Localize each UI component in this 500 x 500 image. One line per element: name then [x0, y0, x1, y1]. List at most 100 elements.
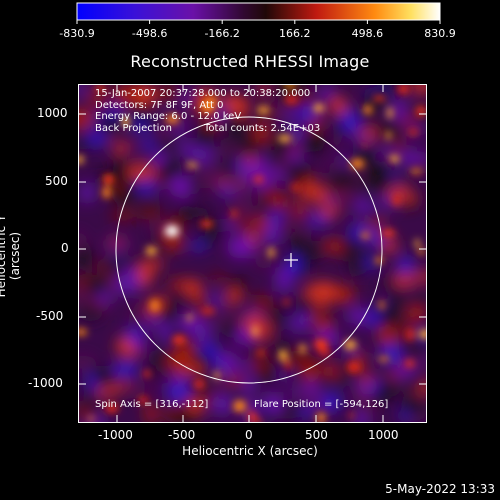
- map-texture-blob: [113, 155, 128, 178]
- rhessi-image: [78, 84, 427, 423]
- map-texture-blob: [284, 211, 303, 226]
- map-texture-blob: [213, 309, 234, 325]
- map-texture-blob: [78, 136, 93, 151]
- time-range-text: 15-Jan-2007 20:37:28.000 to 20:38:20.000: [95, 88, 311, 99]
- map-texture-blob: [254, 156, 269, 166]
- map-hotspot: [381, 229, 396, 237]
- map-texture-blob: [241, 376, 256, 395]
- image-title: Reconstructed RHESSI Image: [130, 52, 370, 71]
- map-texture-blob: [319, 84, 334, 101]
- map-texture-blob: [227, 235, 255, 259]
- map-texture-blob: [229, 169, 240, 190]
- map-texture-blob: [148, 222, 163, 237]
- map-texture-blob: [392, 367, 416, 377]
- map-texture-blob: [295, 295, 318, 315]
- map-texture-blob: [399, 119, 419, 130]
- map-texture-blob: [159, 160, 182, 182]
- map-hotspot: [349, 412, 354, 419]
- x-tick-label: -500: [168, 428, 196, 442]
- map-texture-blob: [257, 84, 269, 96]
- map-texture-blob: [224, 190, 252, 211]
- map-texture-blob: [333, 371, 351, 387]
- map-texture-blob: [364, 246, 387, 259]
- map-hotspot: [248, 411, 256, 423]
- map-texture-blob: [411, 291, 427, 308]
- map-texture-blob: [393, 274, 415, 285]
- map-texture-blob: [78, 304, 103, 322]
- map-texture-blob: [367, 308, 380, 329]
- map-texture-blob: [391, 137, 407, 154]
- map-hotspot: [103, 174, 114, 185]
- map-texture-blob: [287, 350, 313, 367]
- method-text: Back Projection: [95, 122, 172, 134]
- map-texture-blob: [113, 274, 142, 295]
- map-hotspot: [252, 325, 258, 337]
- timestamp-label: 5-May-2022 13:33: [385, 482, 495, 496]
- map-texture-blob: [210, 274, 228, 285]
- map-texture-blob: [321, 392, 342, 412]
- map-hotspot: [410, 169, 423, 174]
- total-counts-text: Total counts: 2.54E+03: [204, 122, 321, 134]
- map-hotspot: [186, 162, 199, 168]
- map-texture-blob: [351, 204, 378, 214]
- map-texture-blob: [222, 159, 235, 174]
- map-hotspot: [200, 220, 214, 228]
- colorbar-tick-label: 166.2: [279, 27, 311, 40]
- map-texture-blob: [312, 317, 333, 333]
- map-hotspot: [254, 176, 264, 183]
- map-hotspot: [393, 194, 400, 203]
- map-hotspot: [201, 308, 216, 314]
- map-texture-blob: [78, 355, 97, 370]
- map-texture-blob: [110, 210, 137, 222]
- map-texture-blob: [319, 160, 344, 170]
- map-texture-blob: [276, 340, 292, 354]
- map-texture-blob: [124, 136, 145, 159]
- map-texture-blob: [84, 388, 96, 401]
- map-hotspot: [201, 101, 215, 113]
- map-texture-blob: [311, 281, 338, 304]
- map-hotspot: [350, 158, 365, 169]
- map-hotspot: [372, 95, 387, 101]
- map-texture-blob: [341, 185, 360, 209]
- map-texture-blob: [338, 236, 362, 246]
- map-hotspot: [193, 379, 205, 389]
- colorbar-tick-label: 830.9: [424, 27, 456, 40]
- map-texture-blob: [132, 103, 149, 124]
- map-texture-blob: [92, 101, 104, 112]
- map-texture-blob: [366, 255, 377, 271]
- map-hotspot: [256, 350, 266, 356]
- map-texture-blob: [195, 164, 223, 188]
- map-texture-blob: [411, 360, 427, 374]
- map-texture-blob: [400, 104, 415, 115]
- map-texture-blob: [352, 143, 375, 163]
- map-texture-blob: [198, 235, 218, 245]
- map-texture-blob: [298, 257, 310, 274]
- map-texture-blob: [290, 315, 309, 332]
- map-texture-blob: [373, 178, 393, 195]
- map-hotspot: [314, 339, 328, 350]
- y-tick-label: 500: [45, 174, 68, 188]
- map-hotspot: [150, 299, 160, 312]
- solar-limb-circle: [115, 116, 383, 384]
- map-texture-blob: [396, 149, 419, 166]
- map-texture-blob: [362, 404, 373, 415]
- map-texture-blob: [394, 175, 410, 187]
- map-texture-blob: [376, 304, 401, 327]
- map-texture-blob: [186, 146, 214, 164]
- map-texture-blob: [406, 337, 427, 360]
- map-texture-blob: [144, 404, 158, 423]
- x-tick-label: -1000: [98, 428, 133, 442]
- map-texture-blob: [314, 186, 328, 206]
- map-texture-blob: [219, 357, 232, 381]
- map-texture-blob: [332, 285, 355, 304]
- map-texture-blob: [78, 84, 87, 97]
- map-hotspot: [205, 97, 219, 103]
- map-texture-blob: [210, 290, 221, 311]
- x-tick-label: 1000: [368, 428, 399, 442]
- spin-axis-marker: [284, 253, 298, 267]
- map-texture-blob: [135, 180, 159, 192]
- map-hotspot: [417, 249, 426, 255]
- colorbar-tick-label: -166.2: [204, 27, 240, 40]
- map-texture-blob: [239, 362, 253, 373]
- map-texture-blob: [147, 356, 166, 367]
